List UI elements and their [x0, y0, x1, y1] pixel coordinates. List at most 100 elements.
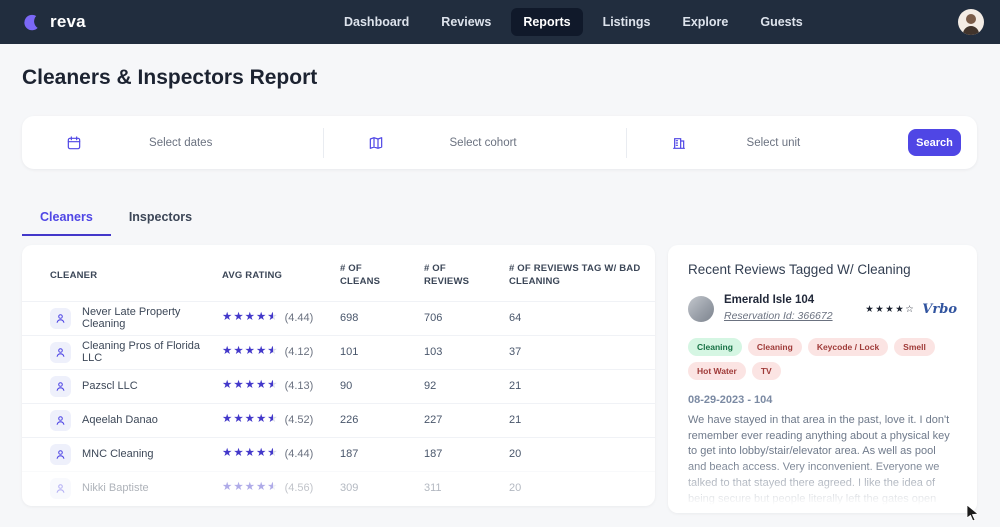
building-icon: [671, 135, 687, 151]
star-rating: ★ ★ ★ ★ ★ ★: [222, 311, 279, 324]
tab-cleaners[interactable]: Cleaners: [22, 202, 111, 236]
avg-rating-cell: ★ ★ ★ ★ ★ ★ (4.56): [222, 482, 340, 494]
person-icon: [50, 443, 71, 465]
top-navbar: reva Dashboard Reviews Reports Listings Expl…: [0, 0, 1000, 44]
rating-value: (4.13): [284, 380, 314, 393]
reviews-count: 103: [424, 346, 443, 359]
cleaner-name: Nikki Baptiste: [82, 482, 149, 495]
reviews-panel-title: Recent Reviews Tagged W/ Cleaning: [688, 262, 911, 277]
nav-item-reviews[interactable]: Reviews: [441, 15, 492, 29]
select-cohort-field[interactable]: Select cohort: [324, 116, 625, 169]
select-dates-label: Select dates: [149, 136, 213, 149]
table-header-row: CLEANER AVG RATING # OF CLEANS # OF REVIEWS…: [22, 245, 655, 301]
reservation-id-link[interactable]: Reservation Id: 366672: [724, 310, 833, 322]
column-header: # OF CLEANS: [340, 263, 381, 288]
table-row[interactable]: Nikki Baptiste ★ ★ ★ ★ ★ ★ (4.56) 309 311 20: [22, 470, 655, 505]
reviews-count: 227: [424, 414, 443, 427]
select-unit-label: Select unit: [746, 136, 801, 149]
rating-value: (4.44): [284, 312, 314, 325]
bad-cleaning-count: 20: [509, 448, 522, 461]
cleans-count: 187: [340, 448, 359, 461]
person-icon: [50, 375, 71, 397]
person-icon: [50, 307, 71, 329]
cleans-count: 226: [340, 414, 359, 427]
person-icon: [50, 477, 71, 499]
reviews-count: 92: [424, 380, 437, 393]
tag-chip[interactable]: Cleaning: [747, 338, 802, 356]
review-body-text: We have stayed in that area in the past,…: [688, 414, 950, 513]
column-header: AVG RATING: [222, 269, 283, 281]
star-rating: ★ ★ ★ ★ ★ ★: [222, 345, 279, 358]
report-tabs: Cleaners Inspectors: [22, 202, 210, 236]
review-header: Emerald Isle 104 Reservation Id: 366672 …: [688, 294, 957, 324]
tag-chip[interactable]: Cleaning: [688, 338, 742, 356]
column-header: # OF REVIEWS: [424, 263, 470, 288]
cleaner-name: Aqeelah Danao: [82, 414, 158, 427]
avg-rating-cell: ★ ★ ★ ★ ★ ★ (4.13): [222, 380, 340, 392]
page-title: Cleaners & Inspectors Report: [22, 66, 318, 89]
tag-chip[interactable]: Hot Water: [688, 362, 746, 380]
avg-rating-cell: ★ ★ ★ ★ ★ ★ (4.44): [222, 312, 340, 324]
mouse-cursor: [966, 505, 979, 521]
cleaner-name: Never Late Property Cleaning: [82, 306, 181, 331]
table-row[interactable]: Pazscl LLC ★ ★ ★ ★ ★ ★ (4.13) 90 92 21: [22, 368, 655, 403]
star-rating: ★ ★ ★ ★ ★ ★: [222, 413, 279, 426]
cleaner-cell: MNC Cleaning: [50, 443, 222, 465]
cleans-count: 90: [340, 380, 353, 393]
review-stars: ★★★★☆: [865, 303, 916, 315]
user-avatar[interactable]: [958, 9, 984, 35]
table-row[interactable]: Aqeelah Danao ★ ★ ★ ★ ★ ★ (4.52) 226 227 21: [22, 402, 655, 437]
moon-logo-icon: [24, 14, 38, 30]
table-row[interactable]: Never Late Property Cleaning ★ ★ ★ ★ ★ ★ (4.44)…: [22, 300, 655, 335]
select-unit-field[interactable]: Select unit: [627, 116, 904, 169]
tag-chip[interactable]: Keycode / Lock: [807, 338, 889, 356]
divider: [323, 127, 325, 158]
calendar-icon: [66, 135, 82, 151]
table-row[interactable]: MNC Cleaning ★ ★ ★ ★ ★ ★ (4.44) 187 187 20: [22, 436, 655, 471]
cleaner-cell: Pazscl LLC: [50, 375, 222, 397]
cleaner-cell: Never Late Property Cleaning: [50, 306, 222, 330]
recent-reviews-panel: Recent Reviews Tagged W/ Cleaning Emeral…: [668, 245, 977, 513]
brand-logo[interactable]: reva: [22, 12, 86, 33]
person-icon: [50, 341, 71, 363]
select-dates-field[interactable]: Select dates: [22, 116, 323, 169]
tag-chip[interactable]: Smell: [894, 338, 935, 356]
listing-id-block: Emerald Isle 104 Reservation Id: 366672: [724, 294, 865, 324]
cleaner-name: Cleaning Pros of Florida LLC: [82, 340, 201, 365]
tab-inspectors[interactable]: Inspectors: [128, 210, 193, 224]
cleaner-name: Pazscl LLC: [82, 380, 138, 393]
table-row[interactable]: Cleaning Pros of Florida LLC ★ ★ ★ ★ ★ ★ (4.12)…: [22, 334, 655, 369]
star-rating: ★ ★ ★ ★ ★ ★: [222, 481, 279, 494]
reviews-count: 706: [424, 312, 443, 325]
listing-name: Emerald Isle 104: [724, 294, 815, 306]
rating-value: (4.12): [284, 346, 314, 359]
person-icon: [50, 409, 71, 431]
bad-cleaning-count: 21: [509, 380, 522, 393]
star-rating: ★ ★ ★ ★ ★ ★: [222, 447, 279, 460]
nav-item-listings[interactable]: Listings: [602, 15, 651, 29]
nav-item-explore[interactable]: Explore: [682, 15, 729, 29]
star-rating: ★ ★ ★ ★ ★ ★: [222, 379, 279, 392]
review-meta: ★★★★☆ Vrbo: [865, 302, 957, 317]
nav-links: Dashboard Reviews Reports Listings Explore Gu…: [332, 8, 815, 36]
cleans-count: 309: [340, 482, 359, 495]
cleaner-cell: Aqeelah Danao: [50, 409, 222, 431]
search-button[interactable]: Search: [908, 129, 962, 156]
nav-item-guests[interactable]: Guests: [760, 15, 803, 29]
bad-cleaning-count: 37: [509, 346, 522, 359]
bad-cleaning-count: 20: [509, 482, 522, 495]
map-icon: [368, 135, 384, 151]
column-header: # OF REVIEWS TAG W/ BAD CLEANING: [509, 263, 641, 288]
brand-name: reva: [50, 12, 86, 31]
filter-bar: Select dates Select cohort Select unit S…: [22, 116, 977, 169]
nav-item-reports[interactable]: Reports: [511, 8, 583, 36]
cleaners-table-body: Never Late Property Cleaning ★ ★ ★ ★ ★ ★ (4.44)…: [22, 300, 655, 505]
nav-item-dashboard[interactable]: Dashboard: [344, 15, 410, 29]
rating-value: (4.44): [284, 448, 314, 461]
cleaner-cell: Nikki Baptiste: [50, 477, 222, 499]
cleaners-table-card: CLEANER AVG RATING # OF CLEANS # OF REVIEWS…: [22, 245, 655, 506]
column-header: CLEANER: [50, 269, 98, 281]
listing-photo: [688, 296, 714, 322]
tag-chip[interactable]: TV: [751, 362, 781, 380]
avg-rating-cell: ★ ★ ★ ★ ★ ★ (4.52): [222, 414, 340, 426]
